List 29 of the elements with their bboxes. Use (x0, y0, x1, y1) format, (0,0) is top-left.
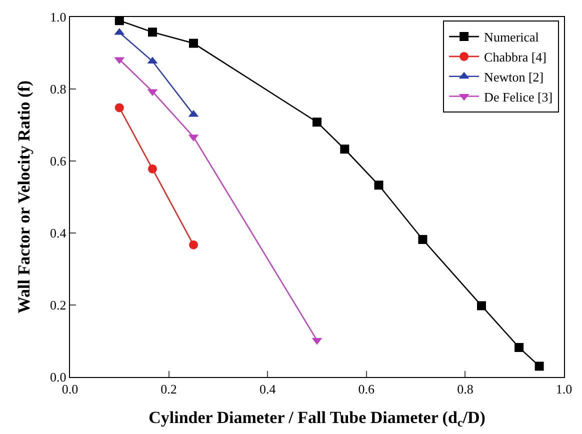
point (534, 362, 544, 371)
legend-label: Chabbra [4] (484, 50, 547, 65)
point (148, 28, 157, 37)
legend-label: De Felice [3] (484, 89, 553, 104)
point (114, 17, 124, 26)
y-tick-label: 1.0 (50, 10, 66, 25)
y-tick-label: 0.4 (50, 226, 67, 241)
x-axis-title: Cylinder Diameter / Fall Tube Diameter (d$_{c}$/D) (148, 408, 486, 430)
x-tick-label: 0.8 (457, 382, 474, 397)
point (340, 144, 350, 154)
legend-label: Newton [2] (484, 69, 544, 84)
y-tick-label: 0.6 (50, 154, 67, 169)
y-tick-label: 0.8 (50, 82, 66, 97)
point (148, 164, 157, 174)
point (114, 103, 124, 112)
point (189, 38, 198, 48)
point (189, 240, 198, 250)
point (514, 342, 524, 352)
x-tick-label: 1.0 (556, 382, 572, 397)
point (477, 301, 486, 310)
x-tick-label: 0.2 (160, 382, 177, 397)
x-tick-label: 0.4 (259, 382, 276, 397)
x-tick-label: 0.6 (358, 382, 376, 397)
point (418, 234, 428, 244)
legend-label: Numerical (484, 30, 540, 45)
point (374, 180, 384, 190)
y-axis-title: Wall Factor or Velocity Ratio (f) (14, 80, 34, 314)
y-tick-label: 0.2 (50, 298, 66, 313)
point (312, 118, 322, 127)
